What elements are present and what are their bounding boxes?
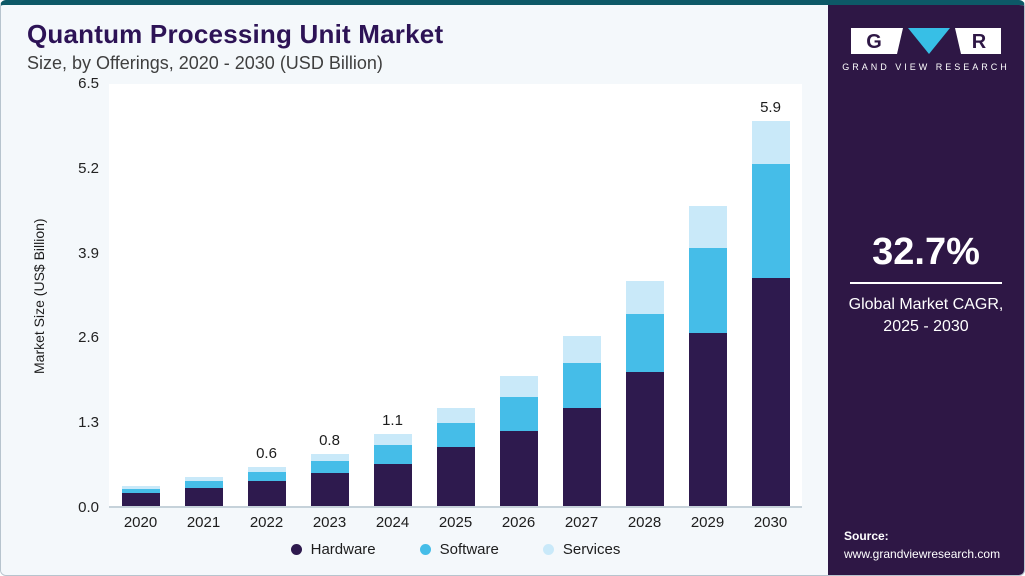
bar-value-label-2024: 1.1 xyxy=(382,412,403,430)
legend-label-services: Services xyxy=(562,541,621,558)
plot-area: 0.6 0.8 1.1 5.9 2020 2021 2022 2023 2024 2025 202… xyxy=(109,84,802,558)
bar-segment-software-2026[interactable] xyxy=(499,397,538,431)
bar-segment-services-2020[interactable] xyxy=(121,486,160,490)
bar-segment-software-2029[interactable] xyxy=(688,248,727,334)
x-axis-label-2021: 2021 xyxy=(186,514,221,531)
bar-segment-software-2025[interactable] xyxy=(436,422,475,448)
bar-segment-hardware-2020[interactable] xyxy=(121,492,160,506)
cagr-label-line1: Global Market CAGR, xyxy=(848,296,1004,314)
bar-column-2020 xyxy=(109,84,172,506)
bar-segment-services-2028[interactable] xyxy=(625,280,664,314)
bar-segment-services-2027[interactable] xyxy=(562,336,601,363)
bar-column-2025 xyxy=(424,84,487,506)
svg-text:G: G xyxy=(866,31,882,53)
x-axis-label-2024: 2024 xyxy=(375,514,410,531)
bar-segment-software-2028[interactable] xyxy=(625,313,664,373)
bar-segment-services-2029[interactable] xyxy=(688,205,727,249)
bar-segment-software-2022[interactable] xyxy=(247,472,286,482)
bar-segment-hardware-2022[interactable] xyxy=(247,481,286,506)
bar-segment-services-2023[interactable] xyxy=(310,453,349,461)
bars-region: 0.6 0.8 1.1 5.9 xyxy=(109,84,802,508)
bar-segment-hardware-2028[interactable] xyxy=(625,372,664,506)
brand-sidebar: G R GRAND VIEW RESEARCH 32.7% Global Mar… xyxy=(828,5,1024,575)
page-subtitle: Size, by Offerings, 2020 - 2030 (USD Bil… xyxy=(27,53,383,73)
bar-segment-hardware-2023[interactable] xyxy=(310,473,349,506)
chart-legend: Hardware Software Services xyxy=(109,541,802,558)
x-axis-label-2020: 2020 xyxy=(123,514,158,531)
brand-logo-block: G R GRAND VIEW RESEARCH xyxy=(842,27,1010,72)
legend-item-software[interactable]: Software xyxy=(419,541,499,558)
bar-value-label-2022: 0.6 xyxy=(256,444,277,462)
page-title: Quantum Processing Unit Market xyxy=(27,19,444,49)
bar-segment-hardware-2026[interactable] xyxy=(499,431,538,506)
cagr-label-line2: 2025 - 2030 xyxy=(883,318,969,335)
cagr-block: 32.7% Global Market CAGR, 2025 - 2030 xyxy=(849,231,1004,367)
legend-dot-software xyxy=(419,544,431,555)
x-axis-label-2029: 2029 xyxy=(690,514,725,531)
bar-value-label-2023: 0.8 xyxy=(319,431,340,449)
y-tick-label: 6.5 xyxy=(78,75,99,92)
bar-segment-services-2024[interactable] xyxy=(373,434,412,446)
chart-panel: Quantum Processing Unit Market Size, by … xyxy=(1,5,828,575)
legend-item-hardware[interactable]: Hardware xyxy=(290,541,376,558)
brand-name: GRAND VIEW RESEARCH xyxy=(842,62,1010,72)
y-tick-label: 3.9 xyxy=(78,244,99,262)
bar-segment-hardware-2025[interactable] xyxy=(436,447,475,506)
x-axis-label-2025: 2025 xyxy=(438,514,473,531)
bar-segment-hardware-2027[interactable] xyxy=(562,408,601,506)
source-block: Source: www.grandviewresearch.com xyxy=(844,527,1000,563)
x-axis-label-2023: 2023 xyxy=(312,514,347,531)
legend-item-services[interactable]: Services xyxy=(542,541,621,558)
bar-segment-software-2023[interactable] xyxy=(310,461,349,474)
bar-segment-hardware-2021[interactable] xyxy=(184,487,223,506)
bar-column-2027 xyxy=(550,84,613,506)
bar-column-2021 xyxy=(172,84,235,506)
bar-column-2022: 0.6 xyxy=(235,84,298,506)
bar-segment-services-2030[interactable] xyxy=(751,121,790,164)
bar-segment-services-2021[interactable] xyxy=(184,476,223,482)
svg-text:R: R xyxy=(972,31,987,53)
y-tick-label: 1.3 xyxy=(78,414,99,432)
x-axis-label-2022: 2022 xyxy=(249,514,284,531)
bar-segment-services-2022[interactable] xyxy=(247,466,286,473)
legend-dot-services xyxy=(542,544,554,555)
y-axis-title: Market Size (US$ Billion) xyxy=(31,218,47,374)
bar-segment-software-2024[interactable] xyxy=(373,445,412,464)
gvr-logo-icon: G R xyxy=(851,28,1001,54)
bar-column-2026 xyxy=(487,84,550,506)
y-tick-label: 5.2 xyxy=(78,159,99,177)
bar-segment-software-2020[interactable] xyxy=(121,489,160,493)
x-axis-label-2027: 2027 xyxy=(564,514,599,531)
bar-segment-services-2025[interactable] xyxy=(436,408,475,423)
x-axis-label-2030: 2030 xyxy=(753,514,788,531)
legend-label-hardware: Hardware xyxy=(310,541,376,558)
y-tick-label: 2.6 xyxy=(78,329,99,347)
bar-column-2024: 1.1 xyxy=(361,84,424,506)
x-axis-label-2028: 2028 xyxy=(627,514,662,531)
bar-segment-software-2030[interactable] xyxy=(751,163,790,278)
y-axis-ticks: 0.0 1.3 2.6 3.9 5.2 6.5 xyxy=(51,75,109,516)
bar-column-2023: 0.8 xyxy=(298,84,361,506)
cagr-divider xyxy=(850,282,1002,285)
bar-segment-software-2021[interactable] xyxy=(184,481,223,488)
bar-segment-hardware-2030[interactable] xyxy=(751,277,790,506)
legend-dot-hardware xyxy=(290,544,302,555)
bar-segment-services-2026[interactable] xyxy=(499,375,538,398)
x-axis-labels: 2020 2021 2022 2023 2024 2025 2026 2027 2028 2029… xyxy=(109,514,802,531)
bar-segment-software-2027[interactable] xyxy=(562,362,601,409)
bar-value-label-2030: 5.9 xyxy=(760,99,781,117)
bar-column-2029 xyxy=(676,84,739,506)
bar-column-2030: 5.9 xyxy=(739,84,802,506)
bar-segment-hardware-2024[interactable] xyxy=(373,463,412,506)
source-label: Source: xyxy=(844,529,889,543)
chart-area: Market Size (US$ Billion) 0.0 1.3 2.6 3.9 5.… xyxy=(27,75,802,558)
legend-label-software: Software xyxy=(439,541,499,558)
bar-segment-hardware-2029[interactable] xyxy=(688,333,727,506)
cagr-value: 32.7% xyxy=(872,231,980,274)
x-axis-label-2026: 2026 xyxy=(501,514,536,531)
source-url[interactable]: www.grandviewresearch.com xyxy=(844,547,1001,561)
y-tick-label: 0.0 xyxy=(78,499,99,516)
bar-column-2028 xyxy=(613,84,676,506)
